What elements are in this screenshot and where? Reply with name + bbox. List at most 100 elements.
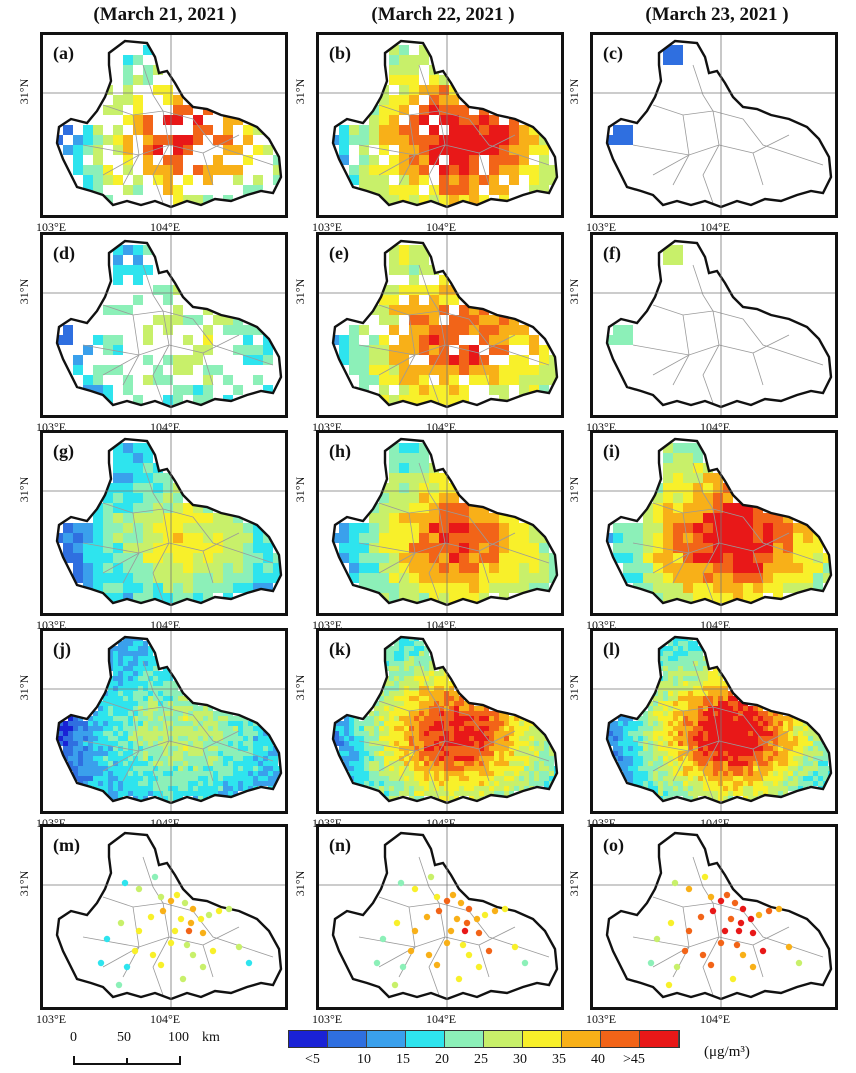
station-point: [171, 927, 179, 935]
station-point: [491, 907, 499, 915]
panel-label-g: (g): [53, 441, 74, 461]
map-panel-e: (e): [316, 232, 564, 418]
station-point: [157, 961, 165, 969]
panel-label-a: (a): [53, 43, 74, 63]
station-point: [473, 915, 481, 923]
district-boundaries-j: [82, 660, 274, 800]
station-point: [511, 943, 519, 951]
panel-label-j: (j): [53, 639, 71, 659]
city-boundary-m: [55, 831, 283, 1001]
district-boundaries-n: [358, 856, 550, 996]
station-point: [735, 927, 743, 935]
map-canvas-o: [593, 827, 835, 1007]
station-point: [647, 959, 655, 967]
station-point: [765, 907, 773, 915]
station-point: [123, 963, 131, 971]
station-point: [411, 885, 419, 893]
station-point: [159, 907, 167, 915]
station-point: [393, 919, 401, 927]
station-point: [179, 975, 187, 983]
station-point: [199, 929, 207, 937]
lat-label-f: 31°N: [567, 278, 582, 305]
station-point: [373, 959, 381, 967]
station-point: [121, 879, 129, 887]
station-point: [183, 941, 191, 949]
station-point: [475, 929, 483, 937]
lon-right-label-b: 104°E: [426, 220, 457, 234]
city-boundary-f: [605, 239, 833, 409]
lon-left-label-b: 103°E: [312, 220, 343, 234]
station-point: [149, 951, 157, 959]
lon-left-label-a: 103°E: [36, 220, 67, 234]
panel-label-o: (o): [603, 835, 624, 855]
district-boundaries-d: [82, 264, 274, 404]
map-panel-a: (a): [40, 32, 288, 218]
station-point: [435, 907, 443, 915]
station-point: [709, 907, 717, 915]
district-boundaries-m: [82, 856, 274, 996]
colorbar-swatch: [328, 1031, 367, 1047]
city-boundary-d: [55, 239, 283, 409]
lon-left-label-m: 103°E: [36, 1012, 67, 1026]
panel-label-c: (c): [603, 43, 623, 63]
map-panel-k: (k): [316, 628, 564, 814]
station-point: [135, 927, 143, 935]
city-boundary-i: [605, 437, 833, 607]
station-point: [463, 919, 471, 927]
station-point: [167, 939, 175, 947]
station-point: [199, 963, 207, 971]
station-point: [245, 959, 253, 967]
station-point: [717, 939, 725, 947]
map-canvas-j: [43, 631, 285, 811]
station-point: [795, 959, 803, 967]
colorbar-swatch: [640, 1031, 679, 1047]
map-canvas-a: [43, 35, 285, 215]
map-panel-c: (c): [590, 32, 838, 218]
lon-right-label-a: 104°E: [150, 220, 181, 234]
lat-label-e: 31°N: [293, 278, 308, 305]
station-points-o: [647, 873, 803, 989]
station-point: [665, 981, 673, 989]
colorbar-swatch: [484, 1031, 523, 1047]
station-point: [707, 893, 715, 901]
station-point: [739, 905, 747, 913]
station-point: [667, 919, 675, 927]
map-canvas-m: [43, 827, 285, 1007]
city-boundary-a: [55, 39, 283, 209]
station-point: [173, 891, 181, 899]
colorbar-label: >45: [623, 1052, 645, 1067]
district-boundaries-h: [358, 462, 550, 602]
city-boundary-k: [331, 635, 559, 805]
map-panel-j: (j): [40, 628, 288, 814]
station-point: [151, 873, 159, 881]
scale-label-0: 0: [70, 1030, 77, 1045]
panel-label-b: (b): [329, 43, 351, 63]
scale-bar: 0 50 100 km: [70, 1030, 270, 1070]
station-point: [427, 873, 435, 881]
station-point: [707, 961, 715, 969]
station-point: [209, 947, 217, 955]
station-point: [723, 891, 731, 899]
concentration-layer-h: [333, 443, 557, 603]
district-boundaries-g: [82, 462, 274, 602]
lat-label-j: 31°N: [17, 674, 32, 701]
map-canvas-c: [593, 35, 835, 215]
station-point: [187, 919, 195, 927]
colorbar-unit: (μg/m³): [704, 1044, 750, 1060]
station-point: [147, 913, 155, 921]
station-point: [653, 935, 661, 943]
map-panel-h: (h): [316, 430, 564, 616]
colorbar-label: 15: [396, 1052, 410, 1067]
district-boundaries-a: [82, 64, 274, 204]
map-canvas-d: [43, 235, 285, 415]
map-panel-n: (n): [316, 824, 564, 1010]
station-point: [425, 951, 433, 959]
district-boundaries-k: [358, 660, 550, 800]
scale-label-100: 100: [168, 1030, 189, 1045]
station-point: [423, 913, 431, 921]
lat-label-b: 31°N: [293, 78, 308, 105]
scale-label-50: 50: [117, 1030, 131, 1045]
concentration-layer-b: [333, 45, 557, 205]
map-panel-g: (g): [40, 430, 288, 616]
concentration-layer-j: [58, 637, 281, 801]
